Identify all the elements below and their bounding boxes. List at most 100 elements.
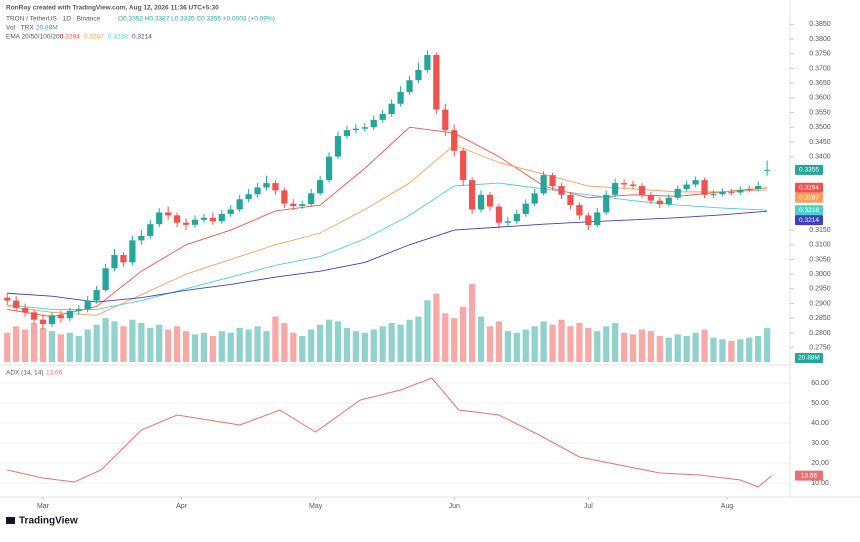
candle-body bbox=[460, 150, 467, 181]
volume-bar bbox=[486, 326, 494, 362]
candle-body bbox=[361, 127, 368, 129]
volume-bar bbox=[719, 339, 726, 362]
volume-bar bbox=[102, 318, 109, 362]
candle-body bbox=[522, 203, 529, 214]
candle-body bbox=[620, 183, 628, 185]
volume-bar bbox=[325, 319, 333, 362]
candle-body bbox=[468, 180, 476, 210]
ema-lines bbox=[7, 126, 768, 318]
candle-body bbox=[415, 69, 422, 81]
candle-body bbox=[737, 190, 744, 193]
volume-bar bbox=[209, 336, 216, 362]
x-tick-label: Apr bbox=[176, 503, 188, 510]
candle-body bbox=[647, 194, 655, 201]
candle-body bbox=[147, 224, 154, 236]
y-tick-label: 0.3100 bbox=[809, 242, 831, 249]
ema-legend-value: 0.3294 bbox=[60, 34, 80, 41]
candle-body bbox=[209, 217, 216, 222]
candle-body bbox=[567, 194, 574, 206]
candle-body bbox=[325, 156, 333, 181]
candle-body bbox=[379, 114, 386, 120]
volume-bar bbox=[245, 329, 252, 362]
candle-body bbox=[755, 186, 762, 189]
candle-body bbox=[719, 191, 726, 195]
x-tick-label: Mar bbox=[37, 503, 50, 510]
volume-bar bbox=[531, 326, 538, 362]
volume-bar bbox=[21, 329, 29, 362]
y-tick-label: 0.3000 bbox=[809, 271, 831, 278]
volume-bar bbox=[638, 329, 646, 362]
y-tick-label: 0.3750 bbox=[809, 51, 831, 58]
logo-mark bbox=[6, 517, 15, 524]
candle-body bbox=[272, 183, 279, 191]
volume-bar bbox=[129, 319, 136, 362]
volume-bar bbox=[477, 316, 485, 362]
candle-body bbox=[39, 319, 47, 325]
y-tick-label: 0.2900 bbox=[809, 300, 831, 307]
candle-body bbox=[656, 200, 663, 205]
candle-body bbox=[93, 290, 100, 301]
candle-body bbox=[701, 180, 708, 195]
y-tick-label: 40.00 bbox=[811, 420, 829, 427]
adx-legend-value: 13.66 bbox=[46, 370, 63, 377]
volume-bar bbox=[299, 336, 306, 362]
y-tick-label: 0.2750 bbox=[809, 344, 831, 351]
y-tick-label: 0.3800 bbox=[809, 36, 831, 43]
candle-body bbox=[263, 183, 270, 188]
volume-legend: Vol · TRX bbox=[6, 25, 34, 32]
candles bbox=[4, 50, 771, 330]
volume-bar bbox=[30, 323, 38, 362]
candle-body bbox=[424, 54, 431, 70]
candle-body bbox=[290, 203, 297, 206]
candle-body bbox=[30, 312, 38, 320]
candle-body bbox=[629, 184, 637, 186]
candle-body bbox=[138, 235, 145, 241]
candle-body bbox=[495, 206, 503, 223]
y-tick-label: 0.3700 bbox=[809, 65, 831, 72]
volume-bar bbox=[397, 324, 404, 362]
y-tick-label: 0.2950 bbox=[809, 286, 831, 293]
candle-body bbox=[156, 212, 163, 225]
y-tick-label: 0.2800 bbox=[809, 330, 831, 337]
candle-body bbox=[4, 297, 11, 301]
price-badge bbox=[795, 182, 823, 193]
candle-body bbox=[308, 193, 315, 205]
volume-bar bbox=[218, 331, 225, 362]
volume-bar bbox=[39, 327, 47, 362]
candle-body bbox=[585, 215, 592, 226]
candle-body bbox=[75, 309, 82, 311]
volume-bar bbox=[603, 326, 610, 362]
volume-bar bbox=[236, 327, 243, 362]
price-badge bbox=[795, 192, 823, 203]
y-tick-label: 0.3150 bbox=[809, 227, 831, 234]
volume-bar bbox=[522, 329, 529, 362]
volume-bar bbox=[710, 337, 717, 362]
ema-line bbox=[7, 210, 768, 303]
volume-bar bbox=[656, 336, 663, 362]
volume-badge bbox=[795, 353, 823, 363]
volume-bar bbox=[755, 336, 762, 362]
candle-body bbox=[388, 103, 395, 115]
volume-bar bbox=[415, 316, 422, 362]
volume-bar bbox=[451, 318, 458, 362]
volume-bar bbox=[460, 306, 467, 362]
volume-bar bbox=[379, 326, 386, 362]
ema-line bbox=[7, 126, 768, 318]
volume-bar bbox=[343, 327, 351, 362]
candle-body bbox=[13, 300, 20, 308]
adx-badge bbox=[795, 470, 823, 481]
candle-body bbox=[477, 194, 485, 210]
volume-bar bbox=[629, 334, 637, 362]
candle-body bbox=[245, 194, 252, 200]
volume-bar bbox=[674, 334, 681, 362]
ema-legend-value: 0.3287 bbox=[84, 34, 104, 41]
volume-badge-label: 20.88M bbox=[798, 355, 820, 362]
x-tick-label: Aug bbox=[721, 503, 734, 510]
candle-body bbox=[674, 188, 681, 198]
ema-legend-value: 0.3214 bbox=[132, 34, 152, 41]
volume-bar bbox=[585, 327, 592, 362]
ema-legend: EMA 20/50/100/200 bbox=[6, 34, 63, 41]
volume-bar bbox=[433, 293, 440, 362]
volume-bar bbox=[647, 331, 655, 362]
